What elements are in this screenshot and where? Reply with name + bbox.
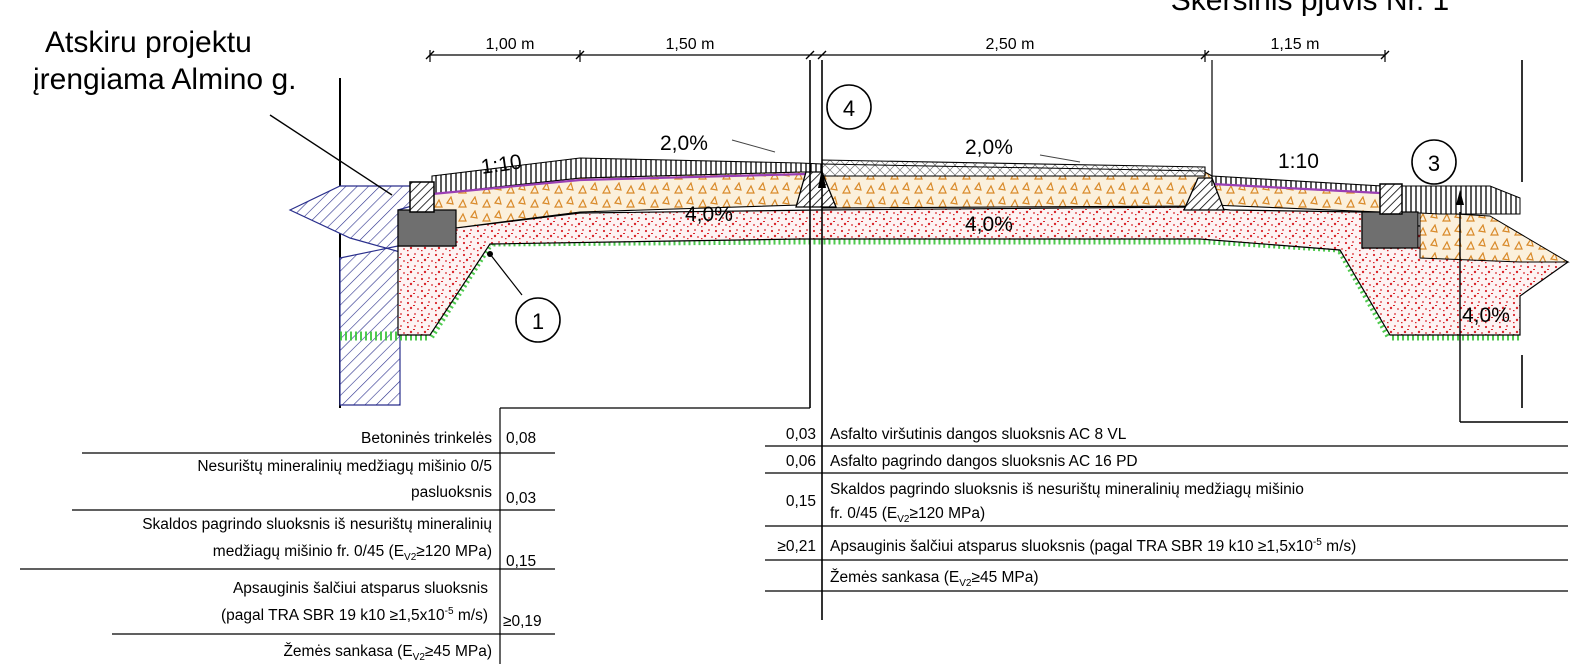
slope-road-surface: 2,0% xyxy=(965,136,1013,159)
section-title: Skersinis pjūvis Nr. 1 xyxy=(1171,0,1449,17)
svg-text:3: 3 xyxy=(1428,151,1440,176)
left-curb-foundation xyxy=(397,209,457,247)
left-layer-table-grid xyxy=(20,407,810,664)
left-row-2-value: 0,03 xyxy=(506,490,536,507)
svg-text:1: 1 xyxy=(532,309,544,334)
marker-3: 3 xyxy=(1411,139,1457,185)
left-row-1-value: 0,08 xyxy=(506,430,536,447)
side-note-line-1: Atskiru projektu xyxy=(45,26,252,59)
right-row-5-label: Žemės sankasa (EV2≥45 MPa) xyxy=(830,569,1039,589)
almino-street-zone xyxy=(288,185,416,406)
right-curb-stone xyxy=(1379,183,1403,215)
left-row-2-label: Nesurištų mineralinių medžiagų mišinio 0… xyxy=(197,458,492,475)
marker-1-leader xyxy=(489,253,523,296)
dimension-4: 1,15 m xyxy=(1271,36,1320,53)
right-outer-base xyxy=(1419,211,1570,263)
left-curb-stone xyxy=(409,181,435,213)
left-row-1-label: Betoninės trinkelės xyxy=(361,430,492,447)
dimension-1: 1,00 m xyxy=(486,36,535,53)
dimension-2: 1,50 m xyxy=(666,36,715,53)
left-row-3-label-2: medžiagų mišinio fr. 0/45 (EV2≥120 MPa) xyxy=(213,543,492,563)
left-row-3-label: Skaldos pagrindo sluoksnis iš nesurištų … xyxy=(142,516,492,533)
marker-4: 4 xyxy=(826,84,872,130)
left-row-4-value: ≥0,19 xyxy=(503,613,542,630)
slope-base-left: 4,0% xyxy=(685,203,733,226)
right-row-3-value: 0,15 xyxy=(786,493,816,510)
right-row-2-label: Asfalto pagrindo dangos sluoksnis AC 16 … xyxy=(830,453,1138,470)
left-layer-table: Betoninės trinkelės 0,08 Nesurištų miner… xyxy=(142,430,541,663)
dimension-3: 2,50 m xyxy=(986,36,1035,53)
right-row-3-label-2: fr. 0/45 (EV2≥120 MPa) xyxy=(830,505,985,525)
left-row-5-label: Žemės sankasa (EV2≥45 MPa) xyxy=(283,643,492,663)
right-layer-table-grid xyxy=(765,445,1568,592)
right-row-4-label: Apsauginis šalčiui atsparus sluoksnis (p… xyxy=(830,537,1356,555)
left-row-2-label-2: pasluoksnis xyxy=(411,484,492,501)
right-row-1-value: 0,03 xyxy=(786,426,816,443)
marker-1: 1 xyxy=(515,297,561,343)
slope-right-ratio: 1:10 xyxy=(1278,150,1319,173)
road-base-layer xyxy=(821,171,1213,209)
right-row-4-value: ≥0,21 xyxy=(777,538,816,555)
right-row-1-label: Asfalto viršutinis dangos sluoksnis AC 8… xyxy=(830,426,1127,443)
slope-base-road: 4,0% xyxy=(965,213,1013,236)
left-row-3-value: 0,15 xyxy=(506,553,536,570)
side-note-line-2: įrengiama Almino g. xyxy=(33,63,296,96)
svg-text:4: 4 xyxy=(843,96,855,121)
right-row-3-label: Skaldos pagrindo sluoksnis iš nesurištų … xyxy=(830,481,1304,498)
right-row-2-value: 0,06 xyxy=(786,453,816,470)
slope-sidewalk-surface: 2,0% xyxy=(660,132,708,155)
slope-base-right: 4,0% xyxy=(1462,304,1510,327)
slope-left-ratio: 1:10 xyxy=(479,150,523,178)
right-layer-table: 0,03 Asfalto viršutinis dangos sluoksnis… xyxy=(777,426,1356,589)
left-row-4-label-2: (pagal TRA SBR 19 k10 ≥1,5x10-5 m/s) xyxy=(221,606,488,624)
left-row-4-label: Apsauginis šalčiui atsparus sluoksnis xyxy=(233,580,488,597)
side-note-leader xyxy=(269,114,393,196)
right-curb-foundation xyxy=(1361,211,1419,249)
